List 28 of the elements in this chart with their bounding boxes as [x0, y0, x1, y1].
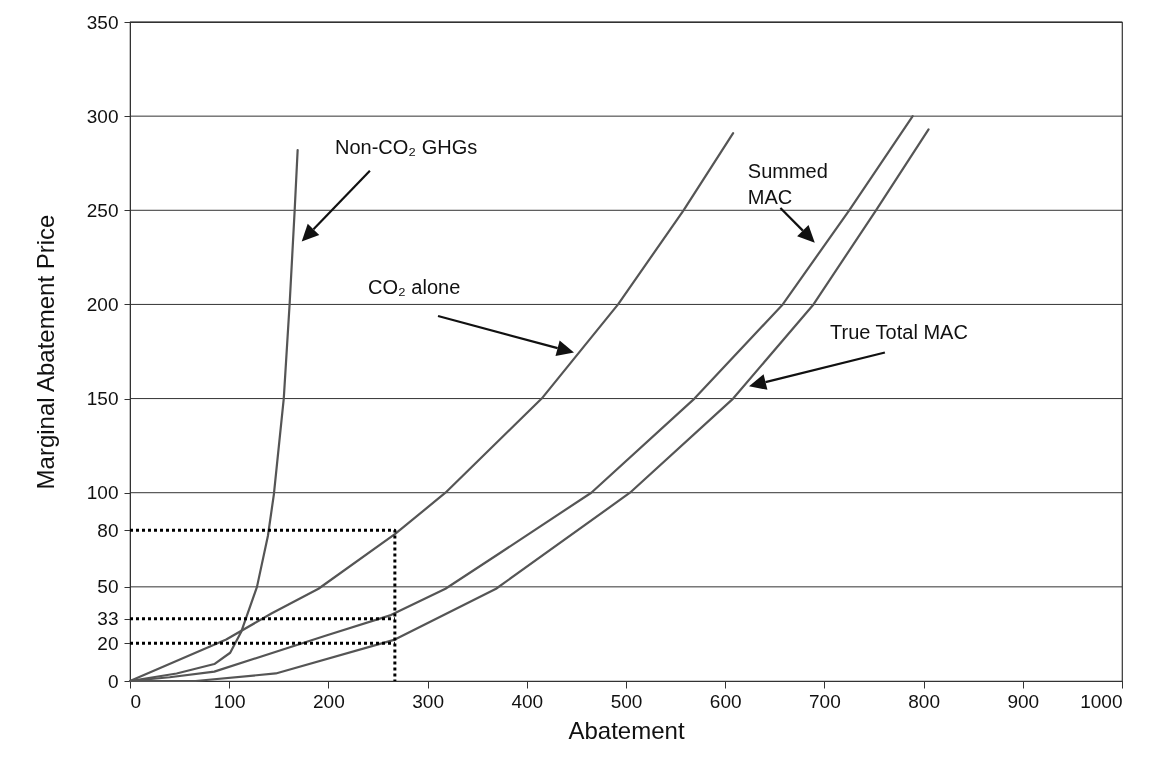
y-tick-label: 80	[97, 519, 119, 541]
x-tick-label: 0	[130, 690, 142, 712]
annotation: Non-CO₂ GHGs	[335, 136, 478, 158]
x-tick-label: 400	[511, 690, 544, 712]
y-tick-label: 350	[86, 11, 119, 33]
x-tick-label: 1000	[1080, 690, 1123, 712]
x-tick-label: 700	[809, 690, 841, 712]
x-tick-label: 200	[313, 690, 345, 712]
x-axis-title: Abatement	[568, 716, 685, 744]
y-tick-label: 250	[86, 199, 119, 221]
annotation: CO₂ alone	[368, 275, 461, 298]
y-tick-label: 100	[86, 482, 119, 504]
y-tick-label: 33	[97, 608, 119, 630]
x-tick-label: 600	[709, 690, 742, 712]
y-tick-label: 50	[97, 576, 119, 598]
y-tick-label: 0	[107, 670, 119, 692]
x-tick-label: 800	[908, 690, 940, 712]
x-tick-label: 500	[610, 690, 643, 712]
x-tick-label: 100	[213, 690, 246, 712]
y-axis-title: Marginal Abatement Price	[31, 214, 59, 490]
annotation: Summed MAC	[747, 159, 828, 208]
y-tick-label: 300	[86, 105, 119, 127]
y-tick-label: 200	[86, 293, 119, 315]
annotation: True Total MAC	[830, 321, 968, 344]
x-tick-label: 900	[1007, 690, 1040, 712]
y-tick-label: 20	[97, 632, 119, 654]
y-tick-label: 150	[86, 388, 119, 410]
x-tick-label: 300	[412, 690, 444, 712]
